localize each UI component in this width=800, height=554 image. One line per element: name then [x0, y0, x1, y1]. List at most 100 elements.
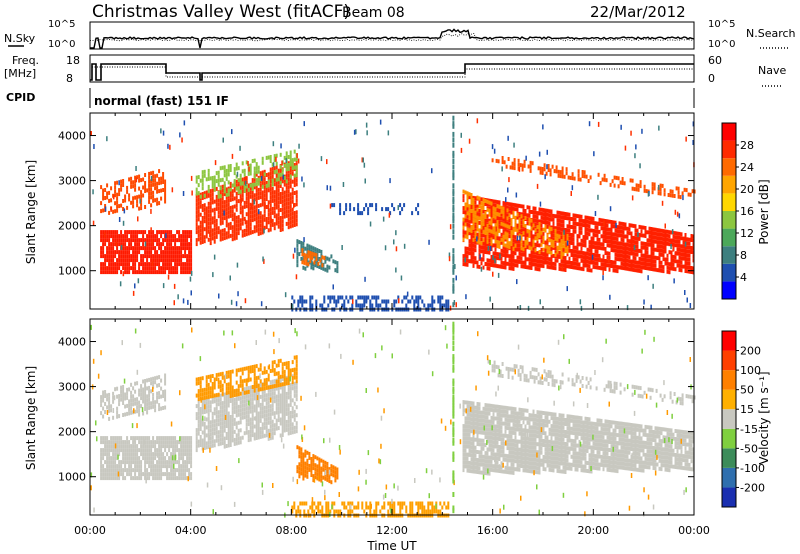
power-cell [289, 158, 292, 163]
power-cell [156, 197, 159, 202]
power-cell [588, 228, 591, 233]
power-cell [257, 223, 260, 228]
velocity-cell [116, 456, 119, 461]
power-cell [462, 258, 465, 263]
velocity-cell [142, 456, 145, 461]
power-cell [522, 219, 525, 224]
power-cell [307, 250, 310, 255]
power-cell [375, 303, 378, 308]
power-cell [205, 230, 208, 235]
power-scatter-cell [468, 138, 471, 144]
power-cell [114, 270, 117, 275]
power-cell [116, 180, 119, 185]
power-cell [618, 253, 621, 258]
velocity-cell [104, 410, 107, 414]
power-cell [104, 242, 107, 247]
velocity-cell [116, 468, 119, 473]
power-cell [168, 270, 171, 275]
power-cell [558, 214, 561, 219]
velocity-cell [237, 436, 240, 441]
power-cell [142, 266, 145, 271]
power-cell [152, 174, 155, 179]
power-cell [658, 260, 661, 265]
power-cell [158, 262, 161, 267]
power-cell [624, 254, 627, 259]
power-cell [239, 181, 242, 186]
power-cell [596, 229, 599, 234]
power-cell [287, 189, 290, 194]
power-heatmap-cells [90, 115, 696, 312]
power-cell [604, 227, 607, 231]
velocity-cell [253, 416, 256, 421]
power-cell [110, 266, 113, 271]
velocity-cell [162, 390, 165, 394]
power-cell [538, 222, 541, 226]
power-cell [285, 185, 288, 190]
velocity-cell [203, 398, 206, 402]
power-cell [277, 173, 280, 178]
power-scatter-cell [492, 271, 494, 277]
velocity-cell [203, 426, 206, 430]
power-cell [571, 176, 574, 181]
velocity-cell [275, 426, 278, 431]
power-cell [518, 247, 521, 252]
power-cell [610, 260, 613, 264]
power-cell [580, 222, 583, 227]
power-cell [682, 248, 685, 253]
velocity-cell [188, 444, 191, 449]
velocity-cell [104, 452, 107, 457]
power-cell [116, 246, 119, 251]
power-cell [514, 259, 517, 264]
power-cell [622, 262, 625, 267]
velocity-cell [122, 444, 125, 449]
power-cell [544, 208, 547, 213]
power-cell [598, 253, 601, 258]
power-cell [233, 232, 236, 237]
velocity-cell [148, 377, 151, 382]
power-cell [631, 178, 634, 183]
velocity-cell [116, 406, 119, 411]
power-cell [150, 179, 153, 184]
power-cell [640, 233, 643, 238]
power-cell [539, 170, 542, 175]
power-cell [158, 189, 161, 194]
power-cell [271, 222, 274, 227]
power-cell [582, 251, 585, 256]
velocity-cell [164, 436, 167, 441]
power-cell [529, 168, 532, 173]
velocity-cell [164, 464, 167, 469]
velocity-cell [154, 404, 157, 409]
power-cell [666, 261, 669, 266]
power-cell [407, 299, 410, 304]
power-cell [211, 232, 214, 237]
velocity-cell [203, 422, 206, 426]
velocity-cell [197, 443, 200, 448]
power-cell [560, 243, 563, 248]
velocity-cell [146, 476, 149, 481]
power-cell [334, 268, 337, 273]
velocity-cell [102, 414, 105, 419]
power-cell [309, 303, 312, 308]
velocity-cell [122, 393, 125, 397]
power-cell [580, 218, 583, 223]
velocity-cell [168, 444, 171, 449]
velocity-cell [124, 452, 127, 457]
power-cell [164, 230, 167, 235]
velocity-cell [142, 387, 145, 392]
velocity-cell [172, 444, 175, 449]
power-cell [482, 206, 485, 211]
velocity-cell [277, 402, 280, 407]
velocity-cell [190, 440, 193, 445]
power-cell [263, 193, 266, 198]
power-cell [205, 226, 208, 231]
power-cell [486, 218, 489, 223]
power-scatter-cell [403, 243, 406, 249]
power-scatter-cell [244, 219, 247, 225]
power-streak-cell [452, 264, 455, 270]
velocity-cell [150, 389, 153, 394]
power-cell [166, 246, 169, 251]
velocity-cell [261, 414, 264, 419]
velocity-cell [209, 432, 212, 437]
velocity-cell [108, 460, 111, 465]
velocity-cell [108, 472, 111, 477]
